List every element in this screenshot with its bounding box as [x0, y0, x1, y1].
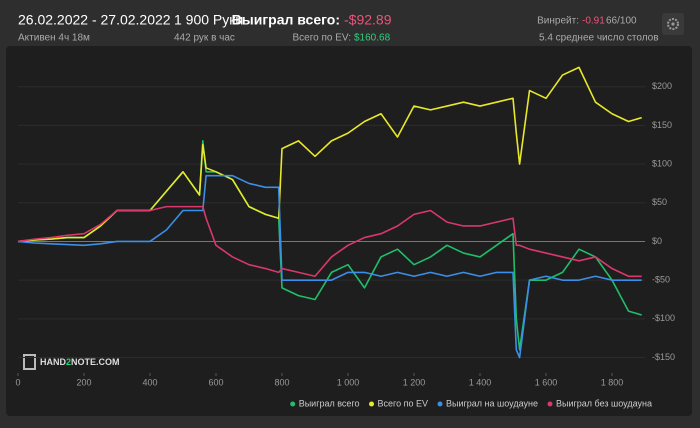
chart-panel [6, 46, 692, 416]
won-value: -$92.89 [344, 12, 392, 28]
y-tick-label: -$50 [652, 275, 670, 285]
x-tick-label: 200 [76, 377, 91, 387]
x-tick-label: 1 200 [403, 377, 426, 387]
legend-label: Всего по EV [378, 398, 428, 408]
legend-label: Выиграл без шоудауна [556, 398, 652, 408]
legend-marker [369, 401, 375, 407]
y-tick-label: $200 [652, 81, 672, 91]
x-tick-label: 1 800 [601, 377, 624, 387]
hands-per-hour: 442 рук в час [174, 33, 235, 44]
y-tick-label: $50 [652, 197, 667, 207]
gear-center[interactable] [671, 22, 675, 26]
x-tick-label: 1 600 [535, 377, 558, 387]
logo: HAND2NOTE.COM [40, 357, 120, 367]
legend: Выиграл без шоудауна Выиграл на шоудауне В… [290, 398, 652, 408]
legend-marker [437, 401, 443, 407]
hands: 1 900 Руки [174, 12, 243, 28]
won-label: Выиграл всего: [232, 12, 340, 28]
date-range: 26.02.2022 - 27.02.2022 [18, 12, 171, 28]
x-tick-label: 1 400 [469, 377, 492, 387]
x-tick-label: 400 [142, 377, 157, 387]
legend-marker [547, 401, 553, 407]
winrate-value: -0.91 [582, 16, 605, 27]
series-line [17, 205, 642, 278]
settings-button[interactable] [662, 13, 684, 35]
logo-text: 2 [66, 357, 71, 367]
legend-marker [290, 401, 296, 407]
x-tick-label: 800 [274, 377, 289, 387]
tables: 5.4 среднее число столов [539, 33, 659, 44]
ev-value: $160.68 [354, 33, 391, 44]
series-line [17, 174, 642, 359]
y-tick-label: -$100 [652, 313, 675, 323]
x-tick-label: 1 000 [337, 377, 360, 387]
winrate-unit: 66/100 [606, 16, 637, 27]
winrate-label: Винрейт: [537, 16, 579, 27]
gear-icon[interactable] [667, 18, 679, 30]
y-tick-label: $0 [652, 236, 662, 246]
x-tick-label: 0 [15, 377, 20, 387]
y-tick-label: $100 [652, 158, 672, 168]
logo-text: NOTE.COM [71, 357, 120, 367]
ev-label: Всего по EV: [292, 33, 351, 44]
legend-label: Выиграл на шоудауне [446, 398, 538, 408]
x-tick-label: 600 [208, 377, 223, 387]
legend-label: Выиграл всего [299, 398, 360, 408]
logo-icon [23, 354, 36, 370]
logo-text: HAND [40, 357, 66, 367]
active-time: Активен 4ч 18м [18, 33, 90, 44]
y-tick-label: -$150 [652, 352, 675, 362]
y-tick-label: $150 [652, 120, 672, 130]
